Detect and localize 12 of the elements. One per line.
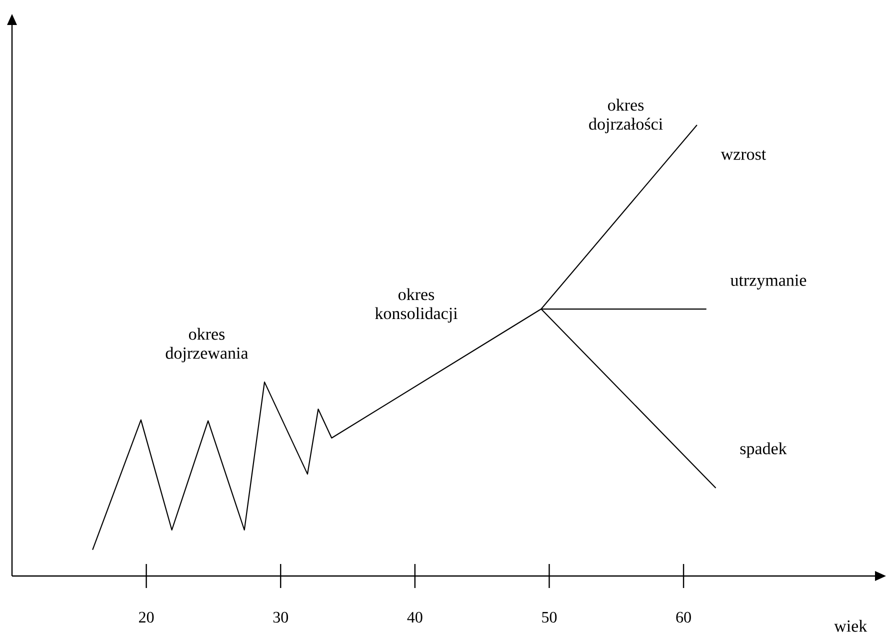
x-tick-label: 20	[139, 612, 154, 623]
x-tick-label: 30	[273, 612, 288, 623]
series-label: utrzymanie	[730, 274, 806, 290]
annotation: okres dojrzewania	[166, 328, 248, 362]
x-tick-label: 50	[542, 612, 557, 623]
text: spadek	[740, 442, 787, 458]
x-axis-title: wiek	[834, 620, 868, 632]
x-tick-label: 40	[407, 612, 422, 623]
annotation: okres konsolidacji	[375, 288, 458, 323]
x-tick-label: 60	[676, 612, 691, 623]
annotation: okres dojrzałości	[589, 98, 663, 134]
text: wzrost	[720, 150, 766, 160]
